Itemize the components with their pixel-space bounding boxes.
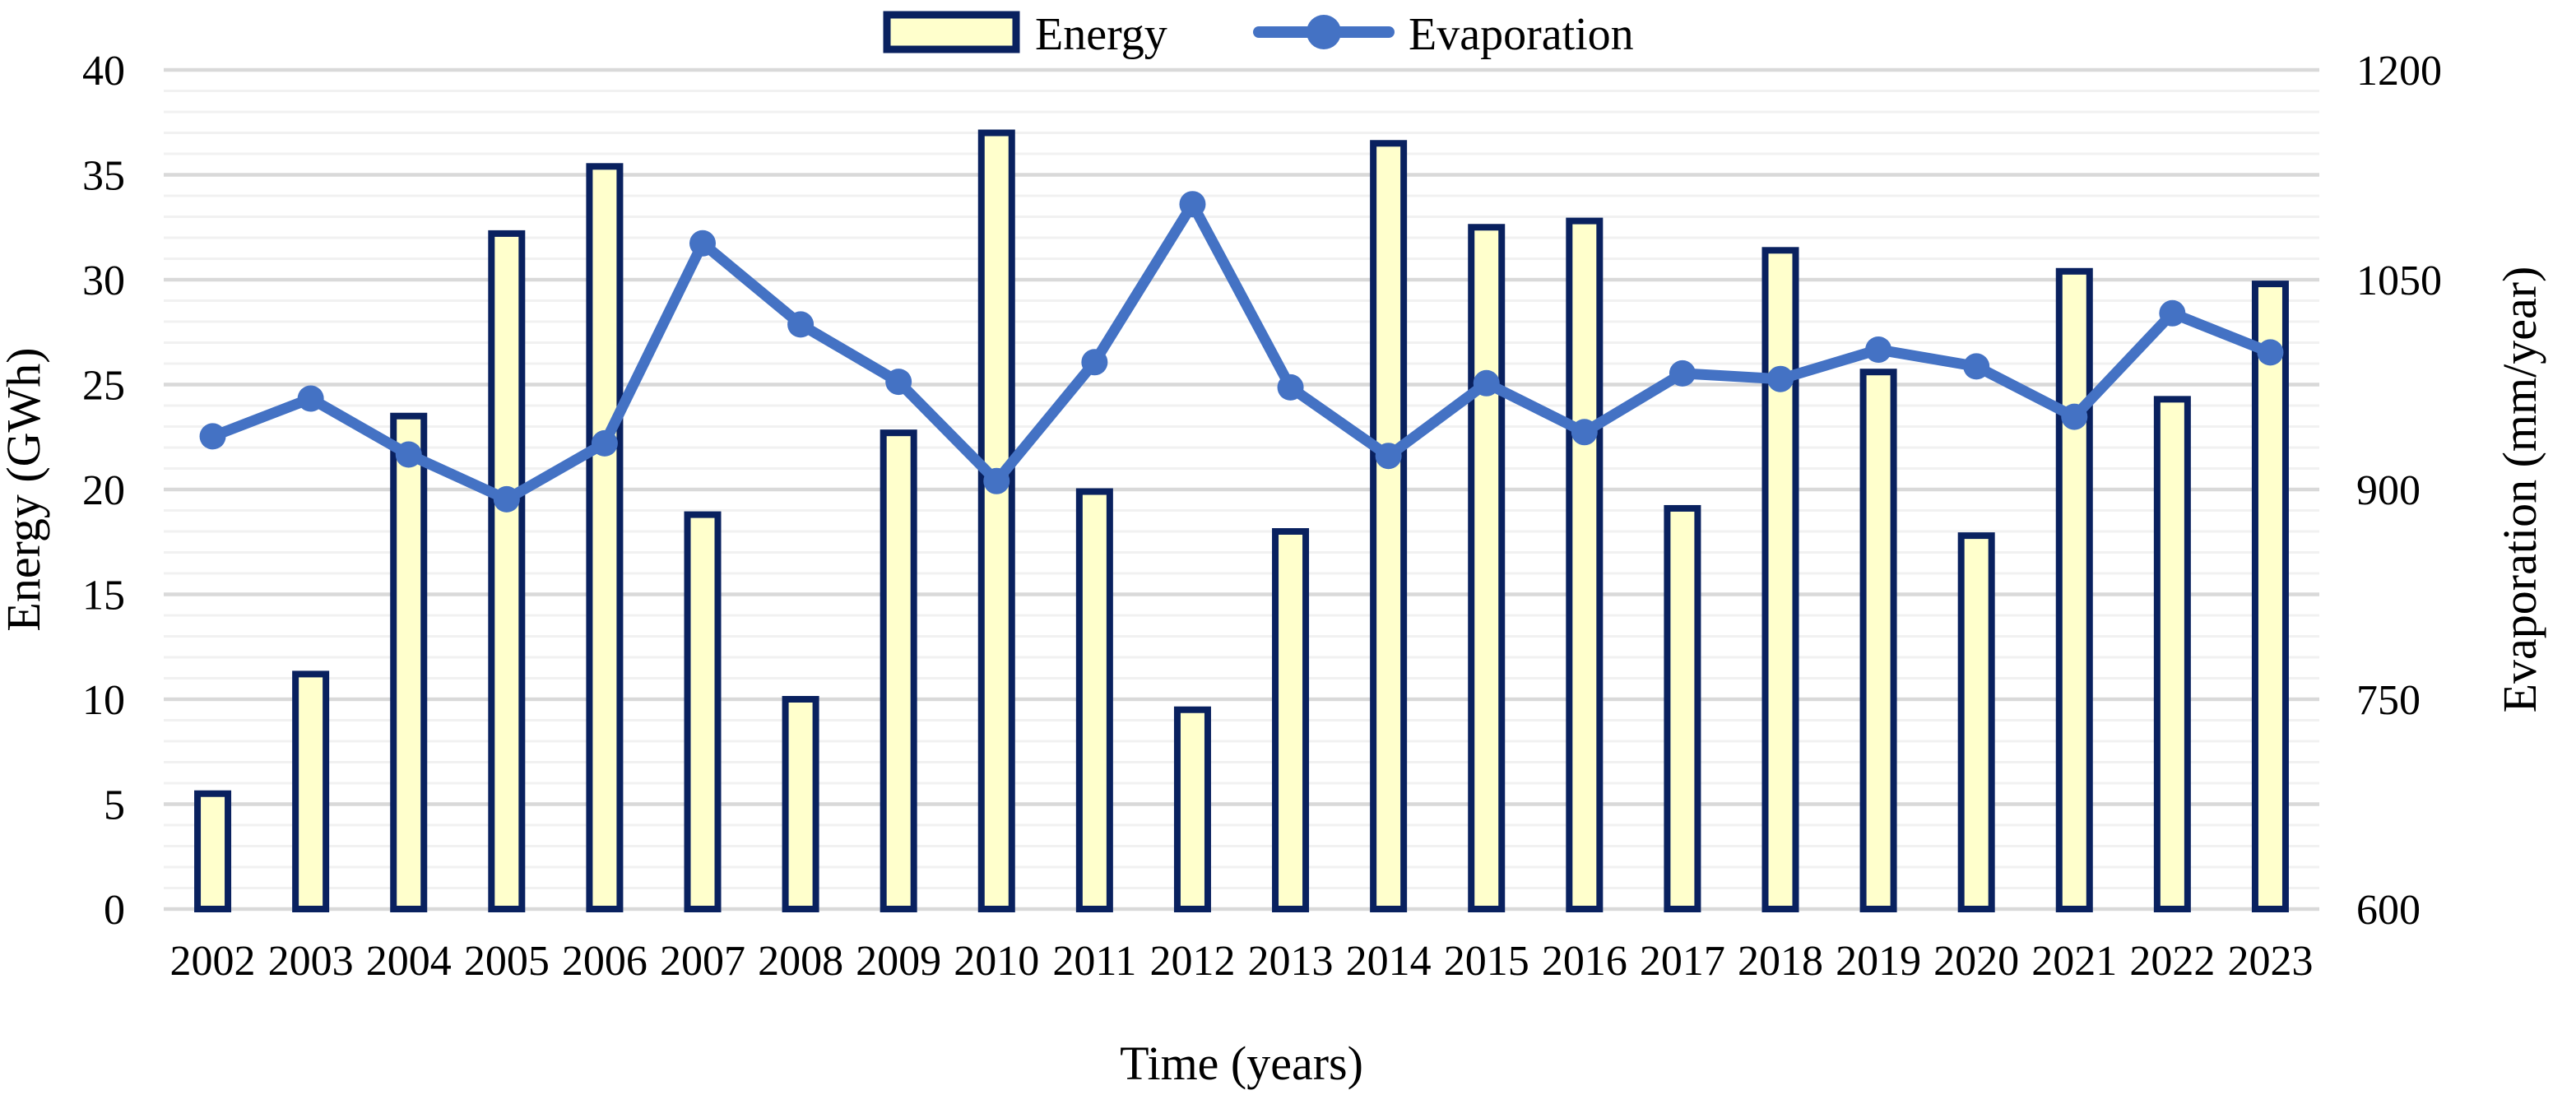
right-tick-900: 900 [2356,467,2421,514]
energy-bars [194,129,2289,913]
x-axis-tick-labels: 2002 2003 2004 2005 2006 2007 2008 2009 2010 2011… [170,938,2314,985]
energy-bar-2021 [2055,267,2093,912]
x-tick-2014: 2014 [1346,938,1432,985]
energy-bar-2010 [977,129,1015,912]
evaporation-point-2023 [2257,339,2284,366]
energy-bar-2020 [1957,532,1995,912]
evaporation-point-2004 [395,441,422,468]
energy-bar-2008 [782,696,819,912]
x-axis-title: Time (years) [1120,1037,1363,1090]
energy-bar-2022 [2153,396,2191,913]
evaporation-point-2009 [885,369,912,396]
evaporation-point-2011 [1081,349,1108,376]
left-tick-10: 10 [82,677,125,724]
evaporation-point-2019 [1865,336,1892,363]
energy-bar-2003 [292,670,330,913]
left-axis-title: Energy (GWh) [0,347,50,631]
evaporation-point-2005 [493,485,520,513]
energy-legend-swatch-icon [883,11,1020,53]
x-tick-2019: 2019 [1836,938,1921,985]
left-tick-25: 25 [82,363,125,410]
x-tick-2018: 2018 [1738,938,1823,985]
x-tick-2009: 2009 [856,938,941,985]
x-tick-2023: 2023 [2227,938,2313,985]
energy-bar-2004 [390,412,428,912]
energy-bar-2009 [880,429,917,912]
right-axis-tick-labels: 600 750 900 1050 1200 [2356,48,2442,934]
x-tick-2008: 2008 [758,938,843,985]
right-axis-title: Evaporation (mm/year) [2493,267,2546,713]
evaporation-point-2003 [297,385,324,412]
right-tick-1050: 1050 [2356,257,2442,304]
x-tick-2021: 2021 [2031,938,2117,985]
x-tick-2013: 2013 [1248,938,1334,985]
energy-bar-2018 [1761,247,1799,912]
x-tick-2007: 2007 [660,938,745,985]
evaporation-legend-marker-icon [1307,15,1341,49]
energy-bar-2006 [586,163,624,913]
evaporation-point-2008 [787,311,815,338]
evaporation-point-2018 [1767,365,1794,392]
x-tick-2011: 2011 [1052,938,1136,985]
energy-bar-2023 [2251,281,2289,913]
legend-label-energy: Energy [1035,9,1167,60]
evaporation-point-2014 [1375,443,1402,470]
x-tick-2016: 2016 [1542,938,1627,985]
energy-bar-2014 [1370,140,1408,912]
x-tick-2020: 2020 [1933,938,2019,985]
energy-bar-2013 [1272,528,1310,912]
energy-bar-2005 [488,230,526,912]
x-tick-2004: 2004 [366,938,452,985]
evaporation-point-2013 [1277,373,1304,401]
x-tick-2002: 2002 [170,938,256,985]
left-tick-30: 30 [82,257,125,304]
evaporation-point-2012 [1179,191,1206,218]
energy-bar-2002 [194,790,232,912]
legend: Energy Evaporation [883,9,1634,60]
x-tick-2017: 2017 [1640,938,1725,985]
x-tick-2015: 2015 [1444,938,1529,985]
x-tick-2022: 2022 [2129,938,2215,985]
evaporation-point-2022 [2159,299,2186,327]
left-tick-5: 5 [104,782,125,829]
evaporation-point-2016 [1571,419,1598,446]
evaporation-point-2007 [689,230,716,257]
energy-bar-2012 [1173,706,1211,912]
x-tick-2010: 2010 [954,938,1039,985]
evaporation-line [199,191,2284,513]
evaporation-point-2006 [591,429,618,457]
energy-bar-2019 [1859,369,1897,912]
evaporation-point-2002 [199,423,226,450]
energy-bar-2007 [684,511,722,912]
evaporation-line-path [207,198,2276,505]
x-tick-2006: 2006 [562,938,647,985]
left-tick-40: 40 [82,48,125,95]
energy-bar-2016 [1566,217,1604,913]
x-tick-2012: 2012 [1149,938,1235,985]
left-axis-tick-labels: 0 5 10 15 20 25 30 35 40 [82,48,125,934]
evaporation-point-2020 [1963,353,1990,380]
energy-bar-2017 [1664,504,1701,912]
right-tick-1200: 1200 [2356,48,2442,95]
left-tick-20: 20 [82,467,125,514]
left-tick-0: 0 [104,887,125,934]
evaporation-point-2021 [2061,403,2088,430]
right-tick-750: 750 [2356,677,2421,724]
x-tick-2005: 2005 [464,938,550,985]
evaporation-point-2010 [983,467,1010,494]
x-tick-2003: 2003 [268,938,354,985]
evaporation-point-2017 [1669,359,1696,387]
energy-bar-2015 [1468,224,1506,912]
left-tick-35: 35 [82,153,125,200]
evaporation-point-2015 [1473,369,1500,397]
energy-bar-2011 [1075,488,1113,912]
left-tick-15: 15 [82,573,125,619]
legend-label-evaporation: Evaporation [1409,9,1634,60]
right-tick-600: 600 [2356,887,2421,934]
